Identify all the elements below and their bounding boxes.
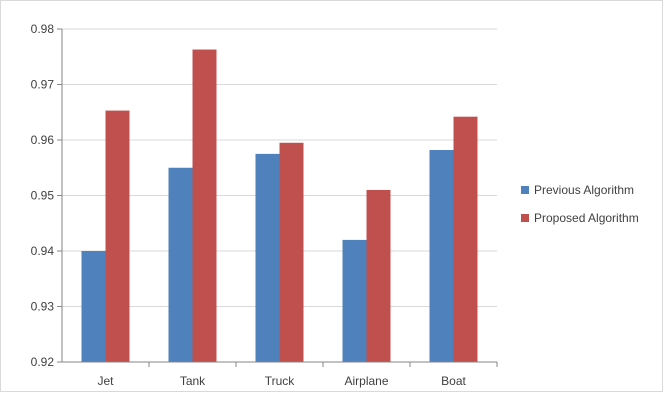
x-tick-label: Jet [97,374,114,388]
y-tick-label: 0.98 [31,22,55,36]
y-tick-label: 0.95 [31,189,55,203]
y-tick-label: 0.96 [31,133,55,147]
bar-proposed-tank [192,49,217,362]
x-tick-label: Boat [441,374,466,388]
bar-proposed-boat [453,116,478,362]
x-tick-labels: Jet Tank Truck Airplane Boat [97,362,498,388]
y-tick-label: 0.93 [31,300,55,314]
gridlines [62,28,497,307]
legend: Previous Algorithm Proposed Algorithm [521,183,639,225]
y-tick-labels: 0.92 0.93 0.94 0.95 0.96 0.97 0.98 [31,22,62,369]
legend-label: Previous Algorithm [534,183,634,197]
bar-previous-truck [255,153,280,362]
x-tick-label: Airplane [344,374,388,388]
legend-label: Proposed Algorithm [534,211,639,225]
bar-previous-airplane [342,239,367,362]
y-tick-label: 0.92 [31,355,55,369]
bars [81,49,478,363]
bar-previous-boat [429,149,454,362]
legend-swatch [521,186,529,194]
bar-proposed-truck [279,142,304,362]
bar-proposed-jet [105,110,130,363]
y-tick-label: 0.94 [31,244,55,258]
bar-previous-jet [81,251,106,362]
x-tick-label: Tank [180,374,206,388]
bar-previous-tank [168,167,193,362]
y-tick-label: 0.97 [31,78,55,92]
legend-swatch [521,214,529,222]
x-tick-label: Truck [265,374,296,388]
bar-proposed-airplane [366,189,391,362]
